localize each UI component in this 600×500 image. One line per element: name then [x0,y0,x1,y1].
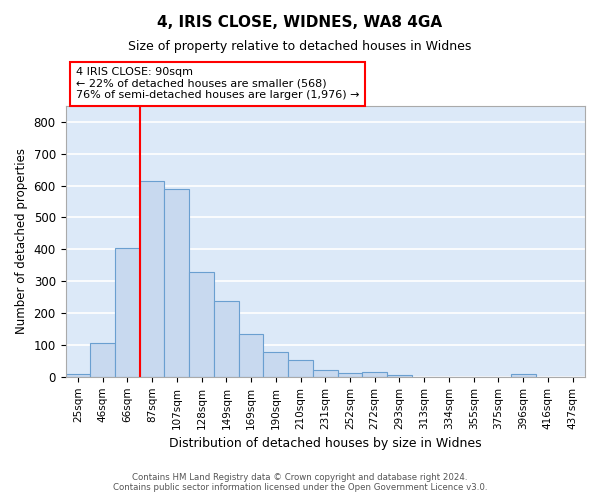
Bar [115,248,140,377]
Text: Contains HM Land Registry data © Crown copyright and database right 2024.
Contai: Contains HM Land Registry data © Crown c… [113,473,487,492]
Bar [263,352,288,377]
Text: Size of property relative to detached houses in Widnes: Size of property relative to detached ho… [128,40,472,53]
Bar [511,374,536,377]
Bar [164,189,189,377]
Text: 4 IRIS CLOSE: 90sqm
← 22% of detached houses are smaller (568)
76% of semi-detac: 4 IRIS CLOSE: 90sqm ← 22% of detached ho… [76,68,359,100]
Y-axis label: Number of detached properties: Number of detached properties [15,148,28,334]
Bar [288,360,313,377]
Bar [189,272,214,377]
Bar [239,334,263,377]
Bar [338,372,362,377]
Bar [65,374,90,377]
Bar [387,375,412,377]
X-axis label: Distribution of detached houses by size in Widnes: Distribution of detached houses by size … [169,437,482,450]
Bar [362,372,387,377]
Bar [313,370,338,377]
Bar [90,344,115,377]
Bar [214,301,239,377]
Bar [140,181,164,377]
Text: 4, IRIS CLOSE, WIDNES, WA8 4GA: 4, IRIS CLOSE, WIDNES, WA8 4GA [157,15,443,30]
